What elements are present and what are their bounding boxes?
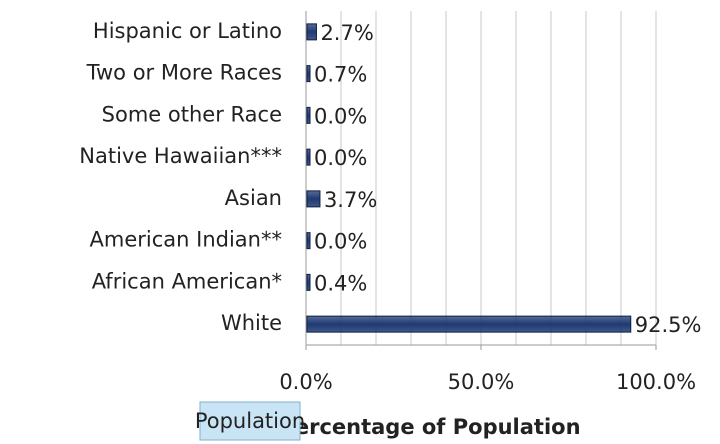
value-label: 2.7% xyxy=(320,21,373,45)
value-label: 0.7% xyxy=(314,63,367,87)
y-tick-label: Some other Race xyxy=(102,102,282,126)
bar xyxy=(306,232,311,250)
value-label: 3.7% xyxy=(324,188,377,212)
y-tick-label: African American* xyxy=(92,269,282,293)
x-tick-label: 50.0% xyxy=(448,370,515,394)
bar xyxy=(306,148,311,166)
y-tick-label: Two or More Races xyxy=(86,61,282,85)
y-tick-label: Hispanic or Latino xyxy=(93,19,282,43)
value-label: 0.0% xyxy=(314,146,367,170)
bar xyxy=(306,106,311,124)
y-tick-label: American Indian** xyxy=(90,228,282,252)
y-tick-label: Asian xyxy=(225,186,282,210)
legend-label: Population xyxy=(195,409,305,433)
x-axis-title: Percentage of Population xyxy=(279,415,580,439)
bar xyxy=(306,23,317,41)
bar xyxy=(306,273,311,291)
y-tick-label: Native Hawaiian*** xyxy=(79,144,282,168)
bar xyxy=(306,190,321,208)
bar xyxy=(306,65,311,83)
legend-box xyxy=(199,401,301,441)
value-label: 0.4% xyxy=(314,271,367,295)
x-tick-label: 0.0% xyxy=(279,370,332,394)
x-tick-label: 100.0% xyxy=(616,370,696,394)
value-label: 0.0% xyxy=(314,104,367,128)
bar xyxy=(306,315,632,333)
value-label: 0.0% xyxy=(314,230,367,254)
value-label: 92.5% xyxy=(635,313,702,337)
y-tick-label: White xyxy=(221,311,282,335)
